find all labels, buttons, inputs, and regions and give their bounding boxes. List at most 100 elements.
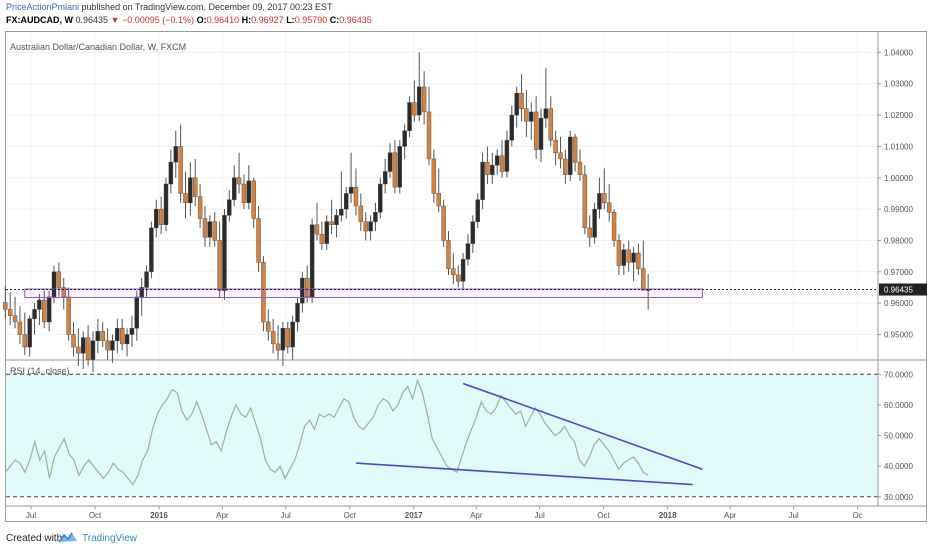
candle-body: [17, 321, 23, 335]
chart-frame: [5, 31, 927, 522]
candle-body: [212, 221, 217, 241]
candle-body: [568, 136, 573, 175]
candle-body: [207, 221, 213, 238]
candle: [85, 325, 91, 366]
time-tick-label: Apr: [724, 511, 737, 520]
candle: [158, 196, 164, 235]
close-value: 0.96435: [339, 15, 372, 25]
candle: [529, 102, 534, 141]
candle-body: [115, 328, 120, 341]
candle-body: [134, 296, 139, 329]
candle-body: [319, 233, 325, 244]
rsi-trendline[interactable]: [355, 462, 693, 486]
chart-svg[interactable]: 0.95000 0.96000 0.97000 0.98000 0.99000 1.000…: [0, 0, 932, 526]
candle-body: [548, 108, 553, 141]
rsi-trendline[interactable]: [462, 382, 703, 470]
candle-body: [373, 212, 378, 222]
candle: [115, 318, 120, 354]
candle-body: [602, 193, 607, 204]
candle: [314, 202, 320, 241]
candle-body: [37, 299, 42, 310]
support-zone[interactable]: [24, 288, 703, 299]
candle-body: [32, 309, 37, 320]
candle-body: [353, 186, 359, 207]
candle: [217, 221, 222, 297]
candle-body: [631, 252, 636, 263]
main-chart-title: Australian Dollar/Canadian Dollar, W, FX…: [10, 42, 186, 52]
candle-body: [270, 331, 276, 345]
candle: [490, 152, 495, 185]
time-tick-label: Jul: [788, 511, 798, 520]
candle: [275, 325, 281, 360]
candle-body: [154, 208, 159, 229]
candle-body: [178, 146, 183, 194]
candle: [81, 331, 86, 369]
candle-body: [295, 302, 300, 323]
candle: [373, 202, 378, 232]
candle: [334, 209, 339, 238]
candle-body: [606, 202, 612, 213]
change-value: ▼ −0.00095 (−0.1%): [110, 15, 195, 25]
candle: [524, 89, 529, 138]
candle: [95, 318, 101, 354]
candle: [324, 215, 329, 250]
candle-body: [533, 111, 539, 150]
candle-body: [76, 346, 81, 354]
candle-body: [348, 186, 354, 194]
candle: [178, 124, 183, 203]
author-link[interactable]: PriceActionPmlani: [6, 2, 80, 12]
candle: [295, 296, 300, 332]
time-tick-label: 2018: [659, 511, 677, 520]
candle-body: [251, 180, 256, 219]
candle-body: [173, 146, 178, 163]
candle: [387, 143, 393, 178]
rsi-tick-label: 40.0000: [884, 462, 913, 471]
tradingview-logo-icon: [58, 532, 77, 543]
candle-body: [358, 205, 364, 222]
candle-body: [563, 158, 568, 175]
candle-body: [378, 183, 383, 213]
tradingview-brand-link[interactable]: TradingView: [82, 533, 138, 544]
candle: [426, 86, 432, 166]
candle-body: [621, 249, 627, 266]
candle: [382, 158, 388, 194]
candle-body: [592, 208, 597, 238]
rsi-line: [4, 378, 649, 486]
candle-body: [217, 240, 222, 291]
price-tick-label: 0.97000: [884, 268, 913, 277]
price-tick-label: 1.01000: [884, 142, 913, 151]
candle-body: [231, 177, 237, 200]
candle: [300, 271, 305, 313]
candle-body: [475, 199, 480, 222]
candle-body: [183, 193, 188, 204]
candle-body: [56, 271, 62, 288]
candle-body: [222, 215, 227, 291]
candle: [616, 234, 622, 275]
candle: [3, 285, 8, 319]
candle: [446, 231, 451, 275]
candle-body: [514, 92, 519, 116]
candle: [641, 240, 646, 291]
candle-body: [290, 321, 295, 348]
candle: [280, 321, 286, 366]
candle-body: [397, 146, 402, 188]
candle-body: [334, 215, 339, 225]
candle-body: [626, 249, 631, 263]
candle: [22, 312, 27, 355]
candle-body: [451, 268, 456, 276]
rsi-scale: 30.0000 40.0000 50.0000 60.0000 70.0000: [878, 370, 913, 502]
candle-body: [197, 196, 203, 219]
candle-body: [431, 158, 437, 194]
candle-body: [168, 161, 174, 185]
candle-body: [7, 309, 13, 316]
candle-body: [363, 221, 368, 232]
candle: [119, 318, 125, 351]
close-label: C:: [329, 15, 340, 25]
candle-body: [3, 302, 8, 310]
candle: [261, 256, 266, 332]
candle-body: [558, 152, 563, 160]
candle-body: [149, 227, 154, 272]
candle-body: [309, 224, 315, 298]
candle: [636, 243, 641, 275]
candle: [548, 96, 553, 147]
